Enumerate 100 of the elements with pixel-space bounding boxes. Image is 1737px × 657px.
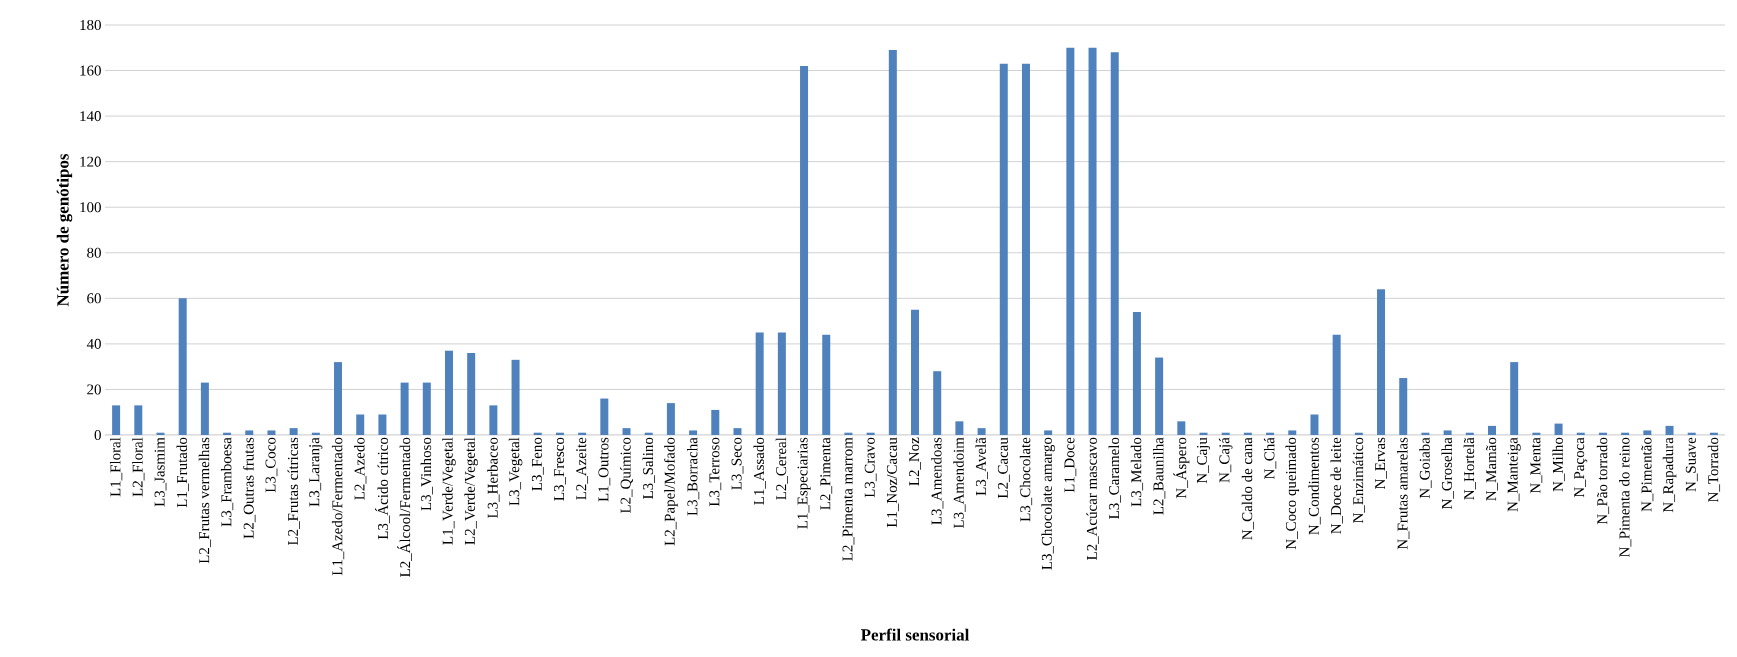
bar bbox=[1021, 63, 1030, 435]
y-tick-label: 60 bbox=[87, 293, 101, 304]
x-tick-label: N_Enzimático bbox=[1352, 437, 1365, 524]
bar bbox=[777, 332, 786, 435]
x-tick-label: N_Mamão bbox=[1486, 437, 1498, 501]
bar bbox=[112, 405, 121, 435]
x-axis-title: Perfil sensorial bbox=[860, 628, 970, 641]
bar bbox=[1110, 52, 1119, 435]
x-tick-label: L2_Verde/Vegetal bbox=[464, 437, 478, 545]
x-tick-label: L1_Assado bbox=[753, 437, 766, 505]
bar bbox=[755, 332, 764, 435]
bar bbox=[1510, 362, 1519, 435]
y-tick-label: 160 bbox=[80, 65, 101, 76]
x-tick-label: N_Paçoca bbox=[1574, 437, 1588, 498]
bar bbox=[1310, 414, 1319, 435]
x-tick-label: L3_Cravo bbox=[864, 437, 877, 498]
x-tick-label: N_Caju bbox=[1196, 437, 1211, 484]
bar bbox=[334, 362, 343, 435]
y-tick-label: 180 bbox=[80, 19, 101, 31]
x-tick-label: N_Goiaba bbox=[1419, 437, 1432, 499]
x-tick-label: L2_Químico bbox=[620, 437, 633, 514]
x-tick-label: N_Condimentos bbox=[1308, 437, 1321, 535]
y-tick-label: 40 bbox=[86, 338, 101, 349]
x-tick-label: L3_Fresco bbox=[554, 437, 566, 501]
bar bbox=[689, 430, 698, 435]
y-tick-label: 120 bbox=[80, 156, 101, 167]
x-tick-label: N_Pimenta do reino bbox=[1619, 437, 1632, 558]
y-axis-title: Número de genótipos bbox=[56, 153, 73, 307]
bar bbox=[1044, 430, 1053, 435]
bar bbox=[933, 371, 942, 435]
bar bbox=[600, 398, 609, 435]
y-tick-label: 20 bbox=[87, 384, 101, 395]
x-tick-label: N_Torrado bbox=[1707, 437, 1721, 503]
x-tick-label: L3_Seco bbox=[731, 437, 744, 490]
x-tick-label: L3_Melado bbox=[1130, 437, 1144, 507]
bar bbox=[1177, 421, 1186, 435]
x-tick-label: N_Hortelã bbox=[1463, 437, 1476, 500]
bar bbox=[1554, 423, 1563, 435]
x-tick-label: L2_Baunilha bbox=[1152, 437, 1166, 515]
x-tick-label: L2_Pimenta bbox=[820, 437, 833, 510]
x-tick-label: N_Coco queimado bbox=[1285, 437, 1300, 550]
bar bbox=[822, 334, 831, 435]
bar bbox=[1399, 378, 1408, 435]
x-tick-label: L2_Outras frutas bbox=[243, 437, 256, 539]
x-tick-label: N_Menta bbox=[1530, 437, 1543, 494]
x-tick-label: L3_Amendoim bbox=[953, 437, 966, 529]
x-tick-label: L3_Laranja bbox=[309, 437, 323, 507]
bar bbox=[134, 405, 143, 435]
x-tick-label: L1_Outros bbox=[598, 437, 611, 502]
x-tick-label: L1_Noz/Cacau bbox=[886, 437, 899, 528]
bar bbox=[1288, 430, 1297, 435]
bar bbox=[178, 298, 187, 435]
y-tick-label: 100 bbox=[80, 202, 101, 213]
x-tick-label: L3_Herbaceo bbox=[487, 437, 500, 519]
bar bbox=[1088, 47, 1097, 435]
x-tick-label: L2_Frutas vermelhas bbox=[198, 437, 212, 564]
x-tick-label: N_Groselha bbox=[1441, 437, 1454, 509]
bar bbox=[378, 414, 387, 435]
x-tick-label: N_Ervas bbox=[1375, 437, 1387, 490]
bar bbox=[955, 421, 964, 435]
bar bbox=[1155, 357, 1164, 435]
x-tick-label: N_Pimentão bbox=[1641, 437, 1654, 512]
x-tick-label: L3_Amendoas bbox=[931, 437, 944, 525]
x-tick-label: L3_Chocolate amargo bbox=[1041, 437, 1055, 570]
bar bbox=[999, 63, 1008, 435]
bar bbox=[356, 414, 365, 435]
bar bbox=[733, 428, 742, 435]
y-tick-label: 0 bbox=[94, 429, 101, 441]
bar bbox=[289, 428, 298, 435]
x-tick-label: L3_Coco bbox=[265, 437, 278, 493]
x-tick-label: L2_Floral bbox=[132, 437, 145, 497]
bar bbox=[422, 382, 431, 435]
x-tick-label: L1_Azedo/Fermentado bbox=[331, 437, 345, 576]
x-tick-label: L1_Floral bbox=[109, 437, 123, 497]
bar bbox=[1377, 289, 1386, 435]
x-tick-label: L1_Especiarias bbox=[797, 437, 811, 529]
x-tick-label: L2_Cereal bbox=[775, 437, 789, 500]
x-tick-label: N_Rapadura bbox=[1662, 437, 1677, 513]
x-tick-label: L2_Frutas cítricas bbox=[287, 437, 300, 546]
bar bbox=[444, 350, 453, 435]
x-tick-label: N_Frutas amarelas bbox=[1397, 437, 1410, 550]
bar bbox=[245, 430, 254, 435]
bar bbox=[911, 309, 920, 435]
bar bbox=[711, 409, 720, 435]
x-tick-label: L3_Terroso bbox=[709, 437, 722, 507]
x-tick-label: L3_Vinhoso bbox=[420, 437, 433, 511]
x-tick-label: N_Doce de leite bbox=[1330, 437, 1343, 534]
bar bbox=[511, 359, 520, 435]
x-tick-label: N_Áspero bbox=[1173, 437, 1190, 499]
x-tick-label: L1_Frutado bbox=[176, 437, 189, 508]
x-tick-label: N_Suave bbox=[1685, 437, 1698, 492]
bar bbox=[1132, 311, 1141, 435]
x-tick-label: N_Chá bbox=[1263, 437, 1277, 480]
x-tick-label: L3_Salino bbox=[642, 437, 655, 500]
bar bbox=[1665, 425, 1674, 435]
bar bbox=[1066, 47, 1075, 435]
x-tick-label: L3_Vegetal bbox=[508, 437, 523, 506]
x-tick-label: L3_Borracha bbox=[686, 437, 700, 516]
y-tick-label: 140 bbox=[80, 111, 101, 122]
x-tick-label: L3_Framboesa bbox=[220, 437, 234, 527]
